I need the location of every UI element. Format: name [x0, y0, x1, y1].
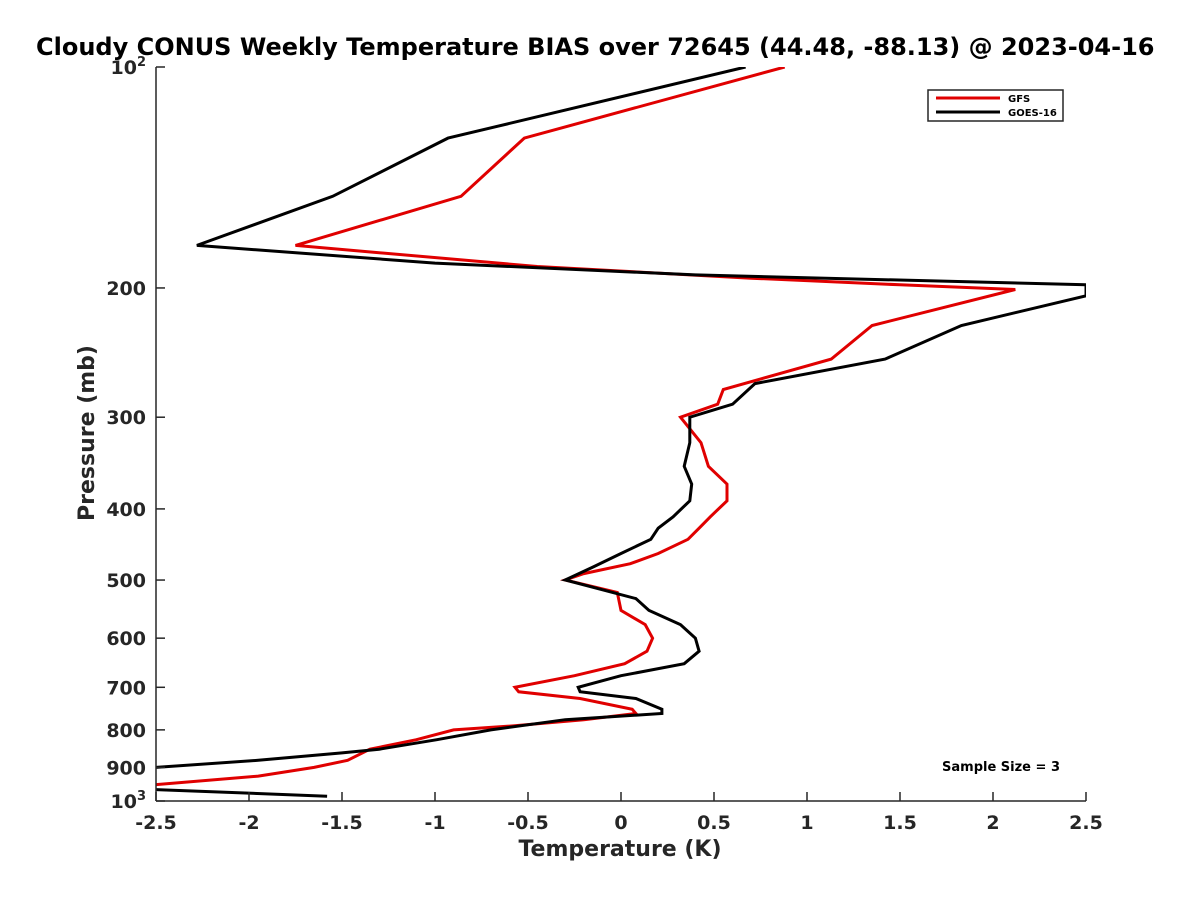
chart-title: Cloudy CONUS Weekly Temperature BIAS ove… — [36, 33, 1154, 61]
y-tick-label: 103 — [111, 789, 147, 813]
x-tick-label: 2.5 — [1069, 812, 1103, 834]
y-tick-label: 900 — [106, 757, 146, 779]
x-axis-label: Temperature (K) — [518, 837, 721, 862]
y-tick-label: 600 — [106, 628, 146, 650]
legend-entry-label: GOES-16 — [1008, 108, 1057, 119]
legend: GFS GOES-16 — [927, 89, 1064, 122]
y-tick-label: 700 — [106, 677, 146, 699]
y-tick-label: 500 — [106, 570, 146, 592]
x-tick-label: -1 — [424, 812, 445, 834]
series-line-goes-16 — [156, 67, 1086, 769]
series-line-segment-2 — [156, 788, 328, 798]
x-tick-label: 0 — [614, 812, 627, 834]
x-tick-label: 1 — [800, 812, 813, 834]
y-tick-label: 800 — [106, 720, 146, 742]
axes: -2.5 -2 -1.5 -1 -0.5 0 0.5 1 1.5 2 2.5 102 200 300 400… — [106, 55, 1103, 834]
y-tick-label: 400 — [106, 499, 146, 521]
legend-box — [927, 89, 1064, 122]
x-tick-label: -2 — [238, 812, 259, 834]
plot-area — [156, 67, 1086, 798]
sample-size-annotation: Sample Size = 3 — [942, 760, 1060, 775]
y-tick-label: 200 — [106, 278, 146, 300]
x-tick-label: 0.5 — [697, 812, 731, 834]
y-axis-label: Pressure (mb) — [75, 345, 100, 521]
x-tick-label: -2.5 — [135, 812, 177, 834]
y-tick-label: 300 — [106, 407, 146, 429]
x-tick-label: -0.5 — [507, 812, 549, 834]
legend-entry-label: GFS — [1008, 94, 1030, 105]
x-tick-label: -1.5 — [321, 812, 363, 834]
y-tick-label: 102 — [111, 55, 147, 79]
x-tick-label: 1.5 — [883, 812, 917, 834]
x-tick-label: 2 — [986, 812, 999, 834]
